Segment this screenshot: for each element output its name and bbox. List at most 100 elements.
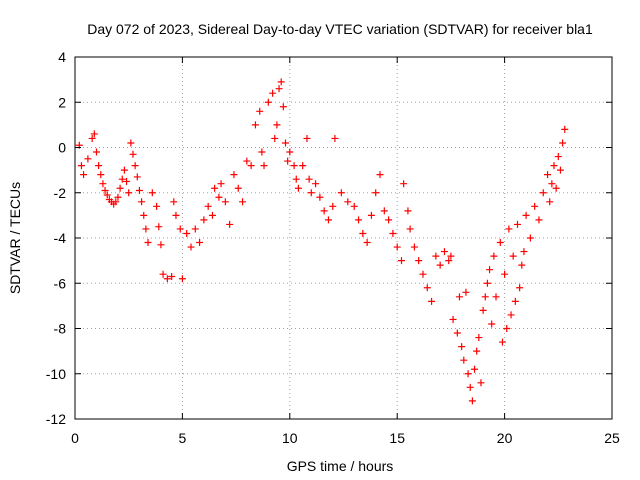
data-point: [344, 198, 352, 206]
data-point: [226, 220, 234, 228]
data-point: [294, 184, 302, 192]
data-points: [75, 78, 569, 405]
data-point: [129, 150, 137, 158]
data-point: [363, 239, 371, 247]
data-point: [172, 211, 180, 219]
data-point: [116, 184, 124, 192]
data-point: [142, 225, 150, 233]
x-tick-label: 20: [497, 430, 513, 446]
data-point: [183, 229, 191, 237]
data-point: [168, 272, 176, 280]
x-tick-label: 25: [604, 430, 620, 446]
data-point: [490, 252, 498, 260]
y-tick-label: -2: [54, 185, 67, 201]
data-point: [284, 157, 292, 165]
data-point: [460, 356, 468, 364]
data-point: [455, 293, 463, 301]
data-point: [269, 89, 277, 97]
data-point: [337, 189, 345, 197]
data-point: [90, 130, 98, 138]
x-tick-label: 5: [179, 430, 187, 446]
data-point: [355, 216, 363, 224]
data-point: [410, 243, 418, 251]
data-point: [520, 248, 528, 256]
data-point: [507, 311, 515, 319]
data-point: [466, 383, 474, 391]
y-tick-label: -12: [46, 411, 66, 427]
data-point: [458, 343, 466, 351]
data-point: [539, 189, 547, 197]
data-point: [501, 270, 509, 278]
data-point: [178, 275, 186, 283]
data-point: [477, 379, 485, 387]
data-point: [468, 397, 476, 405]
data-point: [561, 125, 569, 133]
data-point: [471, 365, 479, 373]
data-point: [483, 279, 491, 287]
y-tick-label: -6: [54, 275, 67, 291]
data-point: [217, 180, 225, 188]
data-point: [95, 162, 103, 170]
data-point: [436, 261, 444, 269]
data-point: [125, 189, 133, 197]
data-point: [320, 207, 328, 215]
data-point: [120, 166, 128, 174]
x-tick-label: 0: [71, 430, 79, 446]
data-point: [550, 162, 558, 170]
data-point: [286, 148, 294, 156]
data-point: [397, 257, 405, 265]
x-axis-ticks: 0 5 10 15 20 25: [71, 57, 620, 446]
data-point: [509, 252, 517, 260]
data-point: [526, 234, 534, 242]
data-point: [77, 162, 85, 170]
y-tick-label: -4: [54, 230, 67, 246]
data-point: [101, 186, 109, 194]
data-point: [447, 252, 455, 260]
data-point: [292, 175, 300, 183]
data-point: [99, 180, 107, 188]
data-point: [415, 257, 423, 265]
data-point: [103, 191, 111, 199]
data-point: [350, 202, 358, 210]
data-point: [187, 243, 195, 251]
data-point: [92, 148, 100, 156]
data-point: [376, 171, 384, 179]
data-point: [247, 162, 255, 170]
data-point: [279, 103, 287, 111]
data-point: [196, 239, 204, 247]
data-point: [522, 211, 530, 219]
data-point: [176, 225, 184, 233]
data-point: [138, 198, 146, 206]
data-point: [462, 288, 470, 296]
data-point: [131, 162, 139, 170]
data-point: [144, 239, 152, 247]
data-point: [140, 211, 148, 219]
data-point: [112, 198, 120, 206]
data-point: [305, 175, 313, 183]
data-point: [118, 175, 126, 183]
data-point: [159, 270, 167, 278]
data-point: [475, 334, 483, 342]
data-point: [230, 171, 238, 179]
data-point: [511, 297, 519, 305]
data-point: [215, 193, 223, 201]
data-point: [498, 338, 506, 346]
data-point: [518, 261, 526, 269]
data-point: [200, 216, 208, 224]
data-point: [123, 177, 131, 185]
data-point: [170, 198, 178, 206]
data-point: [488, 320, 496, 328]
data-point: [163, 275, 171, 283]
data-point: [251, 121, 259, 129]
data-point: [428, 297, 436, 305]
data-point: [153, 202, 161, 210]
data-point: [481, 293, 489, 301]
data-point: [260, 162, 268, 170]
data-point: [148, 189, 156, 197]
data-point: [449, 315, 457, 323]
data-point: [385, 216, 393, 224]
x-tick-label: 10: [282, 430, 298, 446]
data-point: [84, 155, 92, 163]
data-point: [559, 139, 567, 147]
